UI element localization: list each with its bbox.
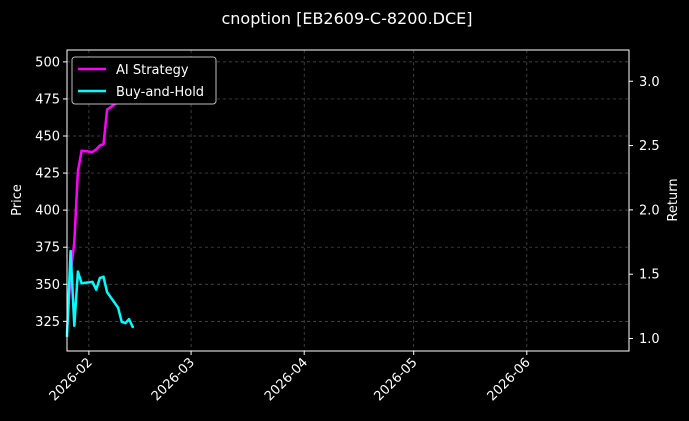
data-point-buy-and-hold — [131, 325, 134, 329]
y-tick-label: 400 — [35, 204, 60, 219]
data-point-buy-and-hold — [127, 318, 131, 321]
data-point-buy-and-hold — [120, 320, 123, 324]
plot-frame — [66, 49, 630, 352]
legend-label-buy-and-hold: Buy-and-Hold — [116, 85, 204, 100]
y-tick-label: 475 — [35, 92, 60, 107]
y-tick-label: 500 — [35, 55, 60, 70]
data-point-ai-strategy — [80, 149, 83, 152]
legend: AI Strategy Buy-and-Hold — [71, 56, 217, 105]
data-point-ai-strategy — [94, 148, 98, 151]
legend-label-ai-strategy: AI Strategy — [116, 63, 189, 78]
y-tick-label: 450 — [35, 130, 60, 145]
data-point-buy-and-hold — [69, 249, 72, 253]
y2-tick-label: 3.0 — [639, 75, 660, 90]
y2-tick-label: 1.0 — [639, 332, 660, 347]
y-tick-label: 325 — [35, 315, 60, 330]
grid — [67, 50, 629, 351]
chart-title: cnoption [EB2609-C-8200.DCE] — [221, 9, 472, 28]
data-point-buy-and-hold — [73, 324, 76, 327]
data-point-buy-and-hold — [124, 321, 127, 325]
data-point-ai-strategy — [76, 170, 80, 173]
data-point-ai-strategy — [102, 143, 105, 146]
data-point-ai-strategy — [98, 144, 102, 147]
y-tick-label: 350 — [35, 278, 60, 293]
legend-box — [71, 56, 217, 105]
data-point-ai-strategy — [105, 108, 109, 111]
y-axis-label: Price — [10, 184, 25, 216]
data-point-ai-strategy — [91, 150, 94, 154]
data-point-buy-and-hold — [80, 282, 83, 285]
y-tick-label: 425 — [35, 167, 60, 182]
data-point-buy-and-hold — [102, 275, 105, 278]
y2-tick-label: 2.5 — [639, 139, 660, 154]
data-point-buy-and-hold — [94, 288, 98, 291]
data-point-buy-and-hold — [98, 276, 102, 280]
y2-axis-label: Return — [666, 178, 681, 221]
y2-tick-label: 2.0 — [639, 203, 660, 218]
data-point-buy-and-hold — [116, 306, 120, 309]
y-tick-label: 375 — [35, 241, 60, 256]
data-point-buy-and-hold — [105, 291, 109, 294]
data-point-ai-strategy — [73, 240, 76, 244]
data-point-buy-and-hold — [91, 280, 94, 284]
y2-tick-label: 1.5 — [639, 268, 660, 283]
data-point-buy-and-hold — [76, 270, 80, 273]
